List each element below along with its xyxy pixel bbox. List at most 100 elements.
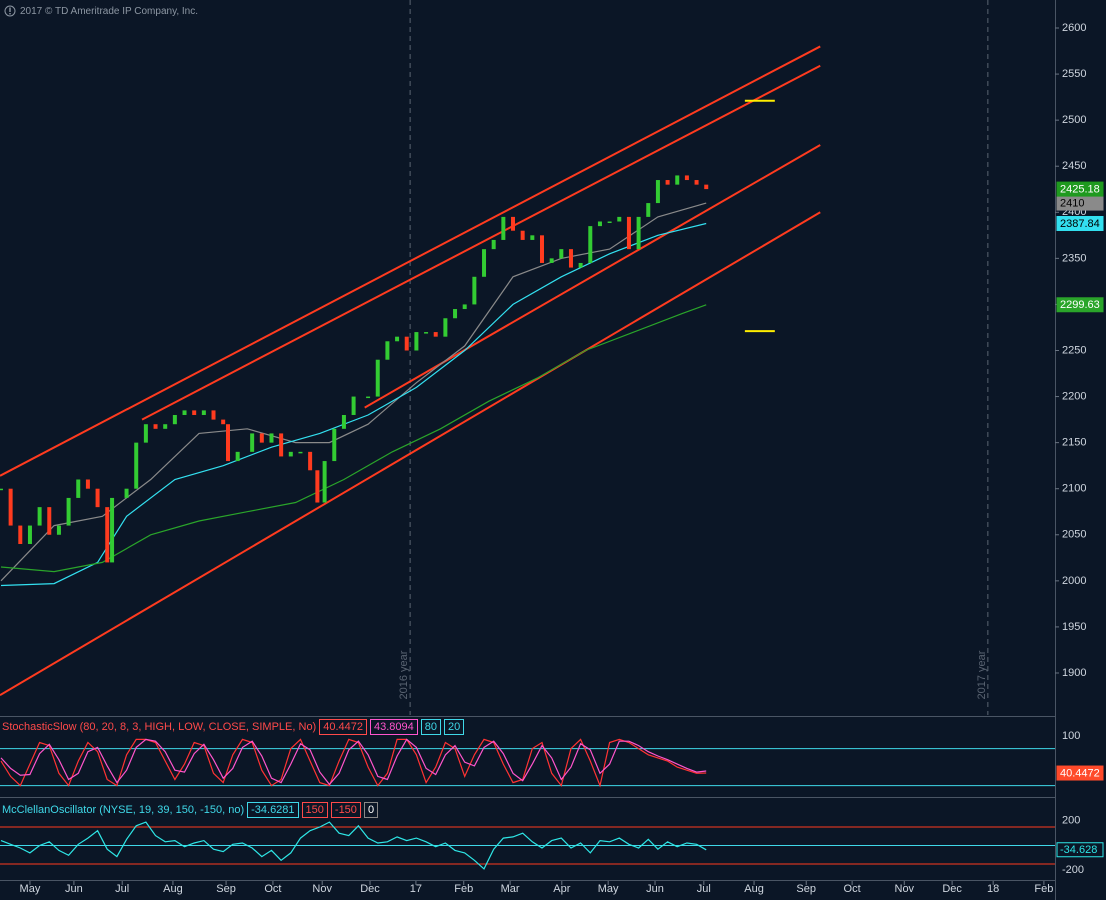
y-tick-label: 2600: [1062, 22, 1086, 34]
candle: [341, 414, 346, 429]
candle: [182, 410, 187, 415]
x-tick-label: Mar: [501, 883, 520, 895]
y-tick-label: 200: [1062, 815, 1080, 827]
info-icon: [4, 5, 16, 17]
candle: [694, 180, 699, 185]
candle: [95, 488, 100, 508]
candle: [163, 424, 168, 429]
value-box: [1056, 765, 1104, 781]
candle: [308, 451, 313, 471]
x-tick-label: Jul: [697, 883, 711, 895]
candle: [105, 507, 110, 563]
x-tick-label: Sep: [216, 883, 236, 895]
candle: [607, 221, 612, 224]
candle: [385, 341, 390, 360]
trendline: [0, 211, 821, 696]
candle: [559, 249, 564, 259]
candle: [37, 507, 42, 526]
mcclellan-header: McClellanOscillator (NYSE, 19, 39, 150, …: [2, 802, 379, 818]
candle: [56, 525, 61, 535]
y-tick-label: 2200: [1062, 390, 1086, 402]
candle: [617, 216, 622, 222]
candle: [322, 461, 327, 503]
study-level: 0: [363, 802, 379, 818]
candle: [578, 262, 583, 268]
candle: [530, 235, 535, 240]
candle: [655, 180, 660, 204]
x-tick-label: 18: [987, 883, 999, 895]
value-box-label: 2425.18: [1060, 183, 1100, 195]
candle: [153, 424, 158, 429]
study-title: McClellanOscillator (NYSE, 19, 39, 150, …: [2, 804, 245, 816]
study-value: 40.4472: [319, 719, 367, 735]
value-box: [1056, 297, 1104, 313]
candle: [192, 410, 197, 415]
candle: [395, 336, 400, 342]
candle: [124, 488, 129, 498]
y-tick-label: 2150: [1062, 437, 1086, 449]
y-tick-label: -200: [1062, 864, 1084, 876]
candle: [665, 180, 670, 185]
copyright-text: 2017 © TD Ameritrade IP Company, Inc.: [20, 5, 199, 17]
candle: [482, 249, 487, 277]
y-tick-label: 2350: [1062, 252, 1086, 264]
y-tick-label: 2550: [1062, 68, 1086, 80]
study-level: 20: [444, 719, 465, 735]
x-tick-label: Jun: [646, 883, 664, 895]
x-tick-label: Sep: [796, 883, 816, 895]
candle: [201, 410, 206, 415]
study-title: StochasticSlow (80, 20, 8, 3, HIGH, LOW,…: [2, 721, 317, 733]
candle: [76, 479, 81, 498]
stochastic-header: StochasticSlow (80, 20, 8, 3, HIGH, LOW,…: [2, 719, 465, 735]
x-tick-label: Apr: [553, 883, 570, 895]
candle: [472, 276, 477, 305]
candle: [549, 258, 554, 263]
y-tick-label: 2450: [1062, 160, 1086, 172]
candle: [636, 216, 641, 250]
candle: [520, 230, 525, 240]
candle: [424, 332, 429, 334]
year-label: 2016 year: [398, 650, 410, 699]
candle: [539, 235, 544, 263]
y-tick-label: 2500: [1062, 114, 1086, 126]
candle: [491, 239, 496, 250]
value-box: [1056, 842, 1104, 858]
candle: [414, 332, 419, 351]
value-box-label: 2410: [1060, 197, 1084, 209]
candle: [626, 216, 631, 250]
series-line: [0, 304, 707, 573]
candle: [404, 336, 409, 351]
candle: [462, 304, 467, 310]
candle: [18, 525, 23, 544]
x-tick-label: Nov: [312, 883, 332, 895]
study-level: -150: [330, 802, 361, 818]
candle: [511, 216, 516, 231]
study-level: 150: [301, 802, 328, 818]
candle: [568, 249, 573, 268]
year-label: 2017 year: [976, 650, 988, 699]
x-tick-label: Aug: [744, 883, 764, 895]
trendline: [0, 45, 821, 477]
candle: [279, 433, 284, 457]
candle: [0, 488, 3, 491]
x-tick-label: Dec: [942, 883, 962, 895]
candle: [134, 442, 139, 489]
trendline: [141, 64, 821, 421]
candle: [269, 433, 274, 443]
candle: [250, 433, 255, 452]
x-tick-label: Nov: [895, 883, 915, 895]
copyright: 2017 © TD Ameritrade IP Company, Inc.: [4, 5, 198, 17]
candle: [27, 525, 32, 544]
series-line: [0, 821, 707, 870]
candle: [110, 497, 115, 563]
study-level: 80: [420, 719, 442, 735]
candle: [704, 184, 709, 190]
candle: [433, 332, 438, 337]
value-box-label: 2299.63: [1060, 299, 1100, 311]
candle: [675, 175, 680, 185]
candle: [259, 433, 264, 443]
x-tick-label: May: [598, 883, 619, 895]
